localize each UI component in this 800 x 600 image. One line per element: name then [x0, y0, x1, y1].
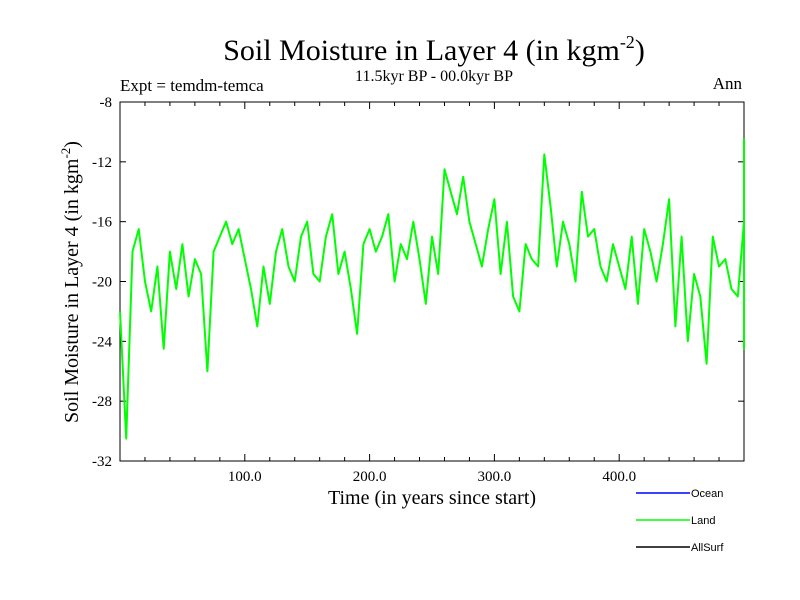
- y-tick-label: -32: [92, 454, 112, 470]
- legend-label-allsurf: AllSurf: [691, 542, 724, 554]
- x-tick-label: 400.0: [602, 469, 636, 485]
- chart-subtitle: 11.5kyr BP - 00.0kyr BP: [355, 68, 513, 85]
- y-axis-label: Soil Moisture in Layer 4 (in kgm-2): [58, 141, 83, 423]
- series-line-land: [119, 138, 745, 440]
- x-tick-label: 300.0: [478, 469, 512, 485]
- experiment-label: Expt = temdm-temca: [120, 76, 264, 95]
- season-label: Ann: [713, 74, 743, 93]
- chart-title: Soil Moisture in Layer 4 (in kgm-2): [223, 32, 645, 67]
- y-tick-label: -24: [92, 334, 112, 350]
- x-tick-label: 100.0: [228, 469, 262, 485]
- x-tick-label: 200.0: [353, 469, 387, 485]
- legend-label-land: Land: [691, 515, 715, 527]
- y-axis: -8 -12 -16 -20 -24 -28 -32: [92, 95, 744, 470]
- y-tick-label: -12: [92, 155, 112, 171]
- legend-label-ocean: Ocean: [691, 488, 723, 500]
- x-axis-label: Time (in years since start): [328, 487, 536, 509]
- y-tick-label: -28: [92, 394, 112, 410]
- legend: Ocean Land AllSurf: [636, 488, 724, 554]
- y-tick-label: -20: [92, 275, 112, 291]
- x-axis: 100.0 200.0 300.0 400.0: [144, 102, 720, 485]
- plot-frame: [119, 101, 745, 462]
- y-tick-label: -8: [100, 95, 113, 111]
- y-tick-label: -16: [92, 215, 112, 231]
